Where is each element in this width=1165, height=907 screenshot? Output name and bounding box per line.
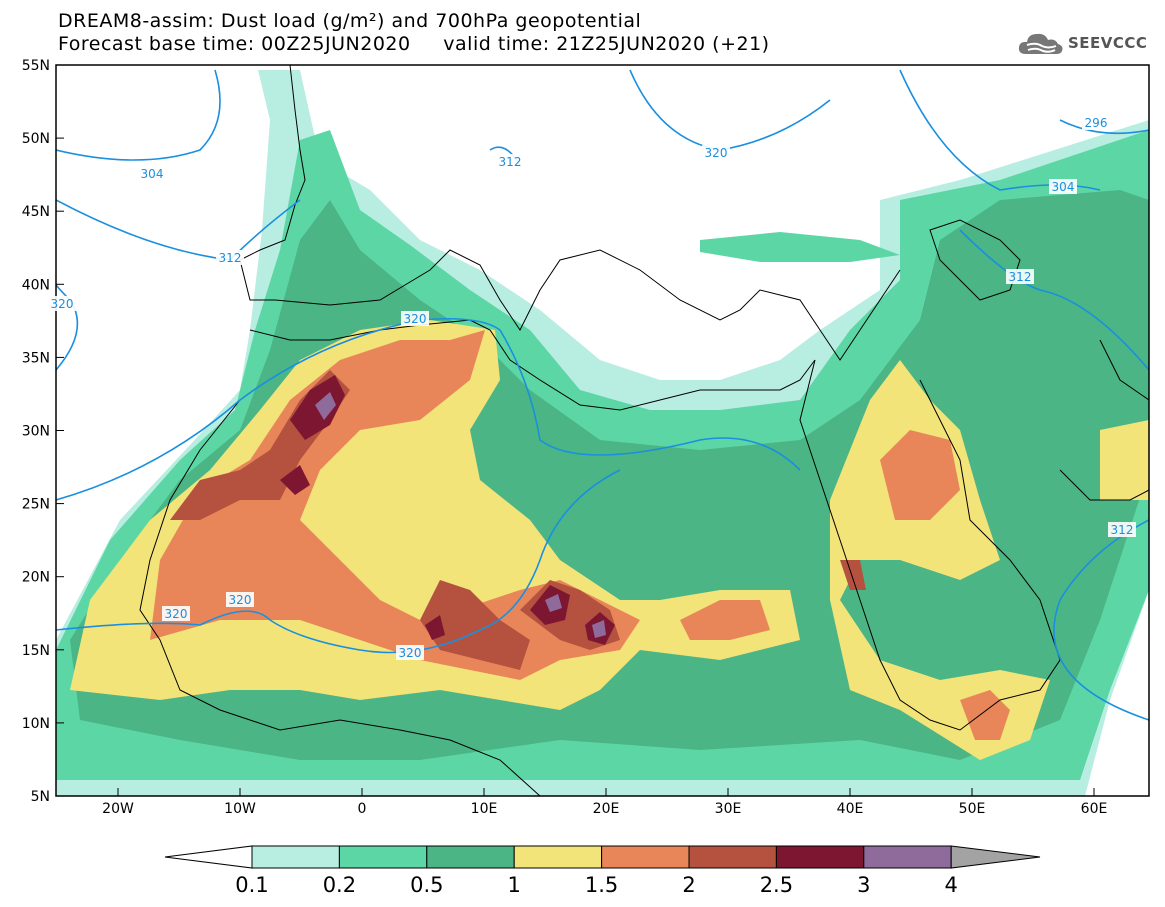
- lat-tick-label: 20N: [22, 570, 50, 586]
- latitude-ticks: 55N 50N 45N 40N 35N 30N 25N 20N 15N 10N 5N: [22, 58, 64, 805]
- contour-label: 320: [51, 297, 74, 311]
- colorbar-swatch: [426, 845, 515, 869]
- colorbar-swatch: [601, 845, 690, 869]
- contour-labels: 304 312 312 320 320 320 320 320 304 312 312 296 320: [48, 115, 1136, 660]
- colorbar: 0.1 0.2 0.5 1 1.5 2 2.5 3 4: [164, 845, 1041, 897]
- contour-label: 320: [404, 312, 427, 326]
- colorbar-tick-label: 3: [857, 873, 870, 897]
- colorbar-swatch: [338, 845, 428, 869]
- cloud-icon: [1018, 33, 1063, 54]
- dust-field: [56, 65, 1149, 796]
- lat-tick-label: 50N: [22, 131, 50, 147]
- seevccc-logo: SEEVCCC: [1018, 28, 1147, 58]
- contour-label: 312: [499, 155, 522, 169]
- logo-text: SEEVCCC: [1068, 34, 1148, 52]
- lat-tick-label: 45N: [22, 204, 50, 220]
- lat-tick-label: 55N: [22, 58, 50, 74]
- lon-tick-label: 10E: [471, 801, 498, 817]
- contour-label: 320: [229, 593, 252, 607]
- contour-label: 312: [1111, 523, 1134, 537]
- colorbar-tick-label: 0.5: [410, 873, 443, 897]
- lon-tick-label: 30E: [715, 801, 742, 817]
- colorbar-swatch: [688, 845, 777, 869]
- colorbar-tick-label: 1.5: [585, 873, 618, 897]
- contour-label: 296: [1085, 116, 1108, 130]
- colorbar-tick-label: 2: [682, 873, 695, 897]
- lat-tick-label: 5N: [31, 789, 50, 805]
- lon-tick-label: 50E: [959, 801, 986, 817]
- contour-label: 320: [705, 146, 728, 160]
- contour-label: 320: [165, 607, 188, 621]
- colorbar-swatch: [775, 845, 865, 869]
- longitude-ticks: 20W 10W 0 10E 20E 30E 40E 50E 60E: [102, 788, 1107, 817]
- lon-tick-label: 20W: [102, 801, 134, 817]
- colorbar-swatch: [251, 845, 340, 869]
- colorbar-swatch: [513, 845, 603, 869]
- lat-tick-label: 25N: [22, 497, 50, 513]
- lon-tick-label: 0: [358, 801, 367, 817]
- colorbar-low-arrow: [164, 845, 253, 869]
- colorbar-tick-label: 2.5: [760, 873, 793, 897]
- coastlines: [139, 65, 1149, 796]
- lon-tick-label: 10W: [224, 801, 256, 817]
- contour-label: 312: [1009, 270, 1032, 284]
- contour-label: 312: [219, 251, 242, 265]
- lon-tick-label: 20E: [593, 801, 620, 817]
- lat-tick-label: 10N: [22, 716, 50, 732]
- lat-tick-label: 15N: [22, 643, 50, 659]
- colorbar-tick-label: 0.2: [323, 873, 356, 897]
- map-title: DREAM8-assim: Dust load (g/m²) and 700hP…: [58, 10, 642, 32]
- colorbar-high-arrow: [950, 845, 1041, 869]
- colorbar-tick-label: 1: [508, 873, 521, 897]
- lon-tick-label: 40E: [837, 801, 864, 817]
- contour-label: 304: [1052, 180, 1075, 194]
- contour-label: 320: [399, 646, 422, 660]
- colorbar-tick-label: 4: [945, 873, 958, 897]
- lat-tick-label: 35N: [22, 350, 50, 366]
- contour-label: 304: [141, 167, 164, 181]
- colorbar-tick-label: 0.1: [235, 873, 268, 897]
- forecast-times: Forecast base time: 00Z25JUN2020 valid t…: [58, 33, 770, 55]
- colorbar-swatch: [863, 845, 952, 869]
- lon-tick-label: 60E: [1081, 801, 1108, 817]
- lat-tick-label: 40N: [22, 277, 50, 293]
- lat-tick-label: 30N: [22, 424, 50, 440]
